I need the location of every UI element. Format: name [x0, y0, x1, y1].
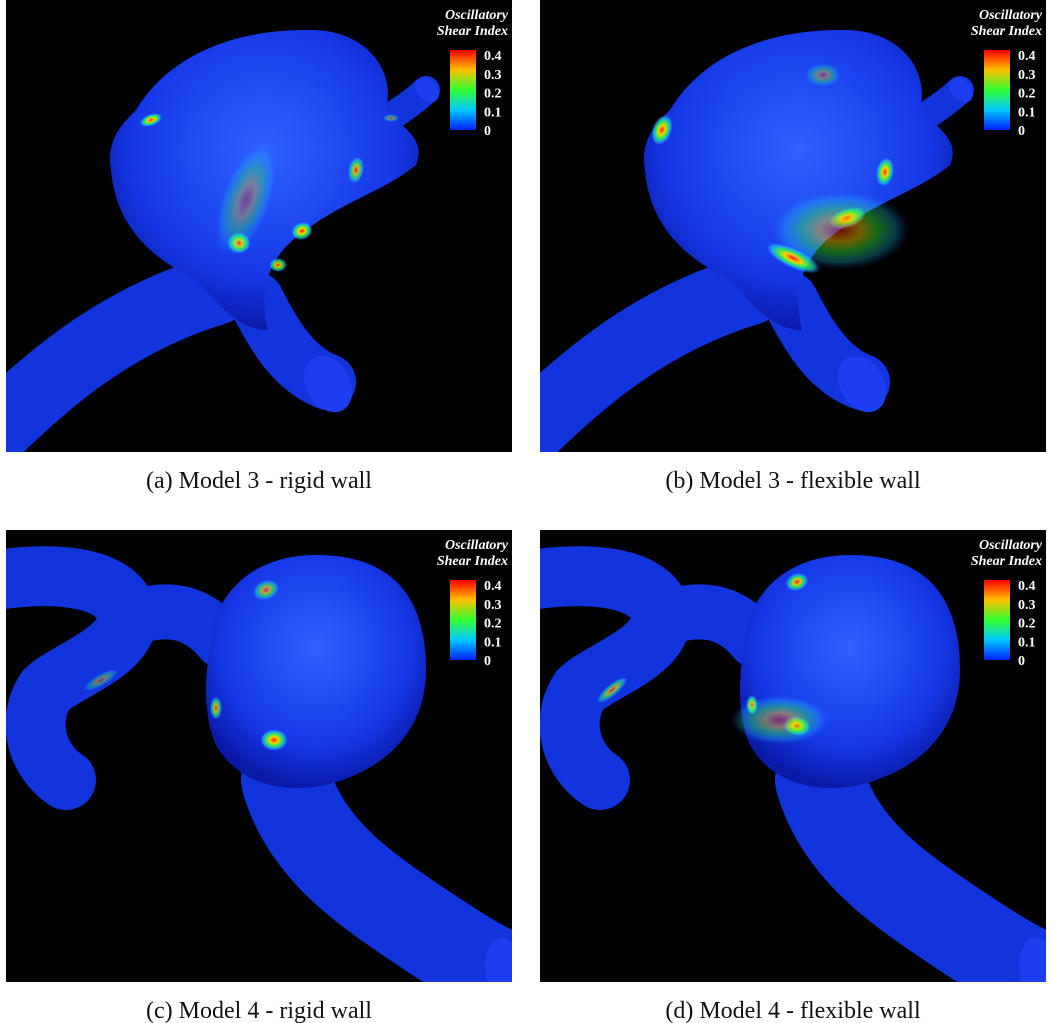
legend-title: Shear Index [437, 554, 508, 569]
colorbar-label: 0.3 [1018, 598, 1036, 613]
colorbar-label: 0.3 [484, 598, 502, 613]
colorbar [984, 50, 1010, 130]
osi-hotspot [260, 729, 288, 751]
colorbar-label: 0.2 [1018, 87, 1036, 102]
colorbar-label: 0.2 [1018, 617, 1036, 632]
colorbar [450, 50, 476, 130]
legend-title: Oscillatory [979, 8, 1043, 23]
osi-hotspot [383, 114, 399, 122]
vessel [820, 780, 1046, 980]
colorbar-label: 0.2 [484, 87, 502, 102]
colorbar-label: 0.4 [1018, 579, 1036, 594]
caption: (a) Model 3 - rigid wall [6, 468, 512, 495]
colorbar-label: 0 [1018, 654, 1025, 669]
osi-hotspot [210, 696, 222, 720]
colorbar-label: 0.1 [484, 105, 502, 120]
colorbar-label: 0.4 [484, 579, 502, 594]
colorbar [984, 580, 1010, 660]
colorbar [450, 580, 476, 660]
colorbar-label: 0.3 [484, 68, 502, 83]
vessel [286, 780, 512, 980]
vessel [540, 290, 750, 440]
colorbar-label: 0 [1018, 124, 1025, 139]
aneurysm [740, 555, 960, 788]
colorbar-label: 0 [484, 654, 491, 669]
colorbar-label: 0.1 [1018, 635, 1036, 650]
caption: (d) Model 4 - flexible wall [540, 998, 1046, 1023]
vessel [660, 612, 755, 640]
colorbar-label: 0.1 [1018, 105, 1036, 120]
caption: (b) Model 3 - flexible wall [540, 468, 1046, 495]
legend-title: Oscillatory [445, 8, 509, 23]
figure: OscillatoryShear Index0.40.30.20.10(a) M… [0, 0, 1053, 1023]
osi-hotspot [805, 63, 841, 87]
colorbar-label: 0.1 [484, 635, 502, 650]
osi-hotspot [269, 258, 287, 272]
colorbar-label: 0.2 [484, 617, 502, 632]
legend-title: Oscillatory [445, 538, 509, 553]
vessel [126, 612, 221, 640]
aneurysm [206, 555, 426, 788]
legend-title: Shear Index [437, 24, 508, 39]
colorbar-label: 0.4 [484, 49, 502, 64]
legend-title: Shear Index [971, 24, 1042, 39]
caption: (c) Model 4 - rigid wall [6, 998, 512, 1023]
legend-title: Oscillatory [979, 538, 1043, 553]
colorbar-label: 0 [484, 124, 491, 139]
legend-title: Shear Index [971, 554, 1042, 569]
osi-hotspot [730, 695, 830, 745]
osi-hotspot [770, 190, 910, 270]
vessel [6, 290, 216, 440]
colorbar-label: 0.3 [1018, 68, 1036, 83]
colorbar-label: 0.4 [1018, 49, 1036, 64]
